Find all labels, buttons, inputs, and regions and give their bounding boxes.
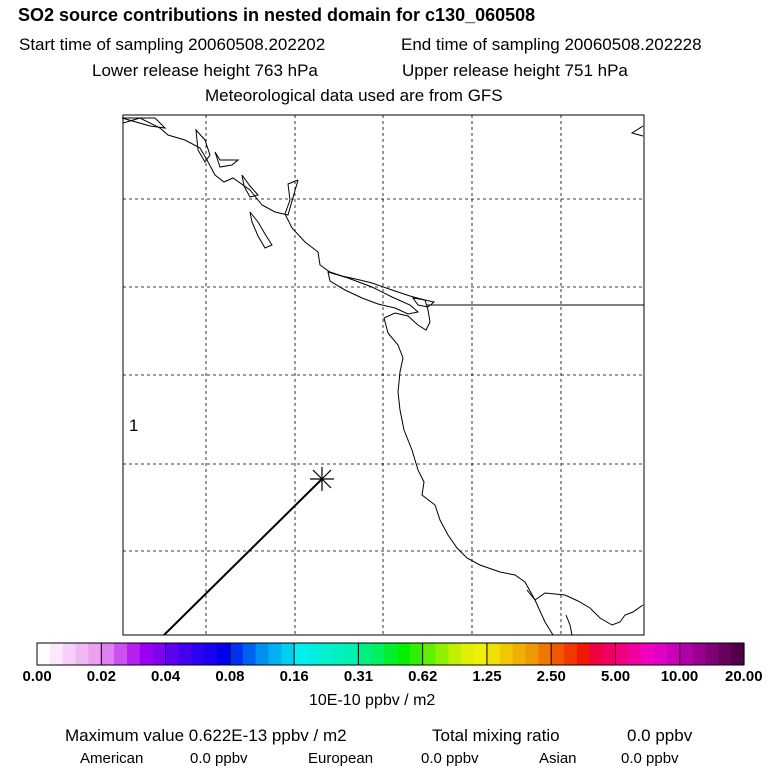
colorbar-cell: [654, 643, 668, 665]
met-data-label: Meteorological data used are from GFS: [205, 86, 503, 105]
colorbar-cell: [422, 643, 437, 665]
colorbar-cell: [332, 643, 347, 665]
colorbar-cell: [306, 643, 321, 665]
colorbar-cell: [37, 643, 51, 665]
colorbar-cell: [692, 643, 707, 665]
start-time-label: Start time of sampling 20060508.202202: [19, 35, 326, 54]
colorbar-cell: [62, 643, 77, 665]
colorbar-cell: [679, 643, 694, 665]
colorbar-tick-label: 0.04: [151, 668, 181, 685]
upper-release-label: Upper release height 751 hPa: [402, 61, 628, 80]
colorbar-cell: [101, 643, 115, 665]
colorbar-tick-label: 0.08: [215, 668, 245, 685]
colorbar-cell: [589, 643, 604, 665]
colorbar-cell: [345, 643, 359, 665]
colorbar-cell: [152, 643, 167, 665]
plot-title: SO2 source contributions in nested domai…: [18, 5, 536, 25]
colorbar-cell: [371, 643, 385, 665]
colorbar-cell: [216, 643, 231, 665]
colorbar-tick-label: 1.25: [472, 668, 502, 685]
colorbar-cell: [294, 643, 308, 665]
colorbar-cell: [576, 643, 591, 665]
colorbar-cell: [602, 643, 617, 665]
colorbar-cell: [255, 643, 269, 665]
colorbar-cell: [165, 643, 179, 665]
colorbar-tick-label: 0.16: [279, 668, 309, 685]
european-value: 0.0 ppbv: [421, 750, 479, 767]
colorbar-cell: [551, 643, 565, 665]
colorbar-tick-label: 0.31: [343, 668, 374, 685]
colorbar-cell: [75, 643, 90, 665]
colorbar-tick-label: 0.00: [22, 668, 52, 685]
colorbar-cell: [319, 643, 334, 665]
american-label: American: [80, 750, 144, 767]
colorbar-tick-label: 5.00: [600, 668, 631, 685]
colorbar-cell: [512, 643, 527, 665]
end-time-label: End time of sampling 20060508.202228: [401, 35, 702, 54]
colorbar-cell: [628, 643, 642, 665]
colorbar-cell: [114, 643, 128, 665]
colorbar-cell: [268, 643, 282, 665]
european-label: European: [308, 750, 374, 767]
colorbar-cell: [564, 643, 578, 665]
colorbar-tick-label: 10.00: [660, 668, 699, 685]
asian-value: 0.0 ppbv: [621, 750, 679, 767]
colorbar-cell: [178, 643, 192, 665]
colorbar-cell: [499, 643, 514, 665]
colorbar-cell: [641, 643, 655, 665]
colorbar-units-label: 10E-10 ppbv / m2: [309, 692, 436, 709]
colorbar-cell: [204, 643, 218, 665]
total-mixing-label: Total mixing ratio: [432, 726, 560, 745]
colorbar-cell: [448, 643, 462, 665]
colorbar-cell: [358, 643, 372, 665]
colorbar-cell: [486, 643, 501, 665]
colorbar-cell: [191, 643, 205, 665]
colorbar-cell: [538, 643, 552, 665]
colorbar-cell: [474, 643, 488, 665]
asian-label: Asian: [539, 750, 577, 767]
colorbar-cell: [396, 643, 411, 665]
colorbar-cell: [409, 643, 424, 665]
colorbar-tick-label: 2.50: [536, 668, 566, 685]
colorbar-cell: [384, 643, 398, 665]
colorbar-frame: [36, 642, 745, 666]
colorbar-cell: [229, 643, 244, 665]
colorbar-cell: [666, 643, 681, 665]
colorbar-cell: [718, 643, 732, 665]
colorbar-cell: [139, 643, 154, 665]
lower-release-label: Lower release height 763 hPa: [92, 61, 318, 80]
coastline: [121, 117, 644, 636]
colorbar-cell: [126, 643, 141, 665]
total-mixing-value: 0.0 ppbv: [627, 726, 693, 745]
trajectory-line: [163, 478, 323, 636]
graticule: [123, 115, 644, 635]
max-value-label: Maximum value 0.622E-13 ppbv / m2: [65, 726, 347, 745]
colorbar-tick-label: 0.62: [408, 668, 438, 685]
colorbar-cell: [435, 643, 449, 665]
receptor-star-icon: [310, 467, 334, 491]
colorbar-cell: [461, 643, 475, 665]
american-value: 0.0 ppbv: [190, 750, 248, 767]
colorbar-tick-label: 20.00: [725, 668, 763, 685]
colorbar-cell: [88, 643, 102, 665]
colorbar-tick-label: 0.02: [86, 668, 116, 685]
colorbar-cell: [705, 643, 719, 665]
region-marker-label: 1: [129, 416, 138, 435]
colorbar-cell: [731, 643, 745, 665]
colorbar-cell: [242, 643, 257, 665]
colorbar-cell: [615, 643, 629, 665]
colorbar-cell: [281, 643, 295, 665]
colorbar-cell: [49, 643, 64, 665]
colorbar: [37, 643, 745, 665]
colorbar-cell: [525, 643, 539, 665]
